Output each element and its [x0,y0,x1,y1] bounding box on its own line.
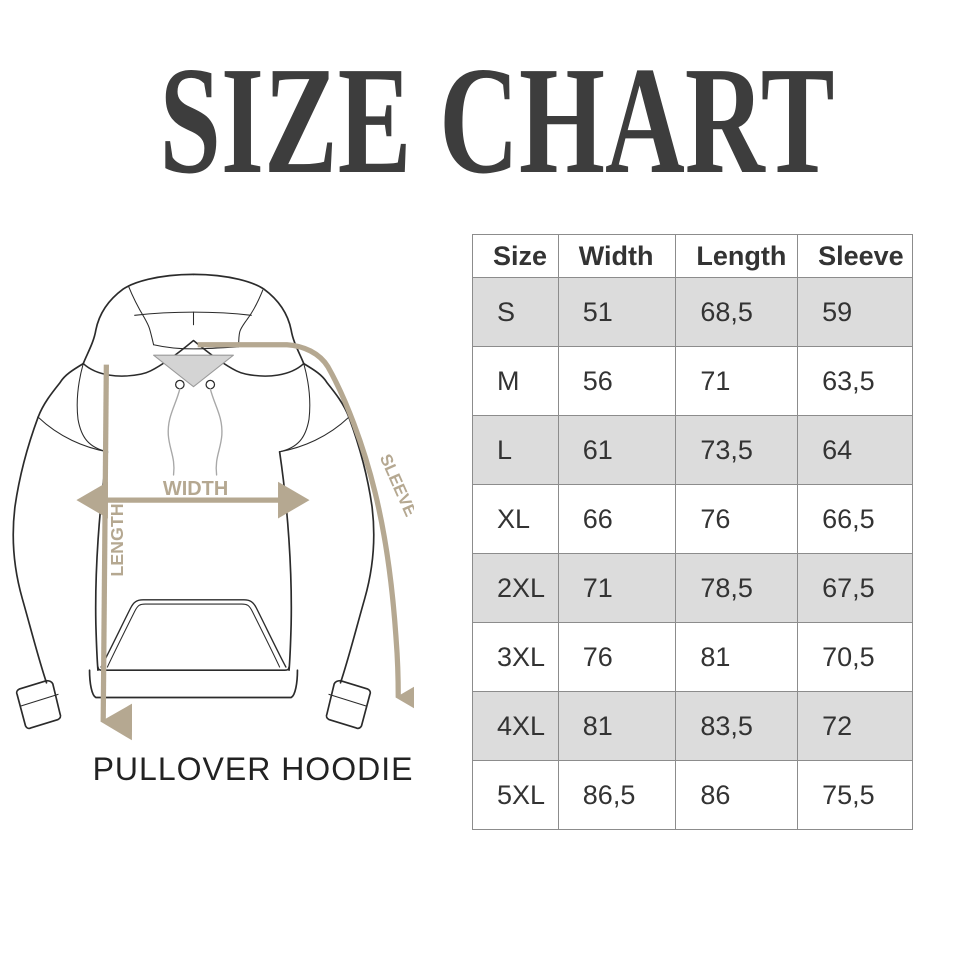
svg-text:WIDTH: WIDTH [163,478,228,500]
svg-text:LENGTH: LENGTH [107,503,127,576]
